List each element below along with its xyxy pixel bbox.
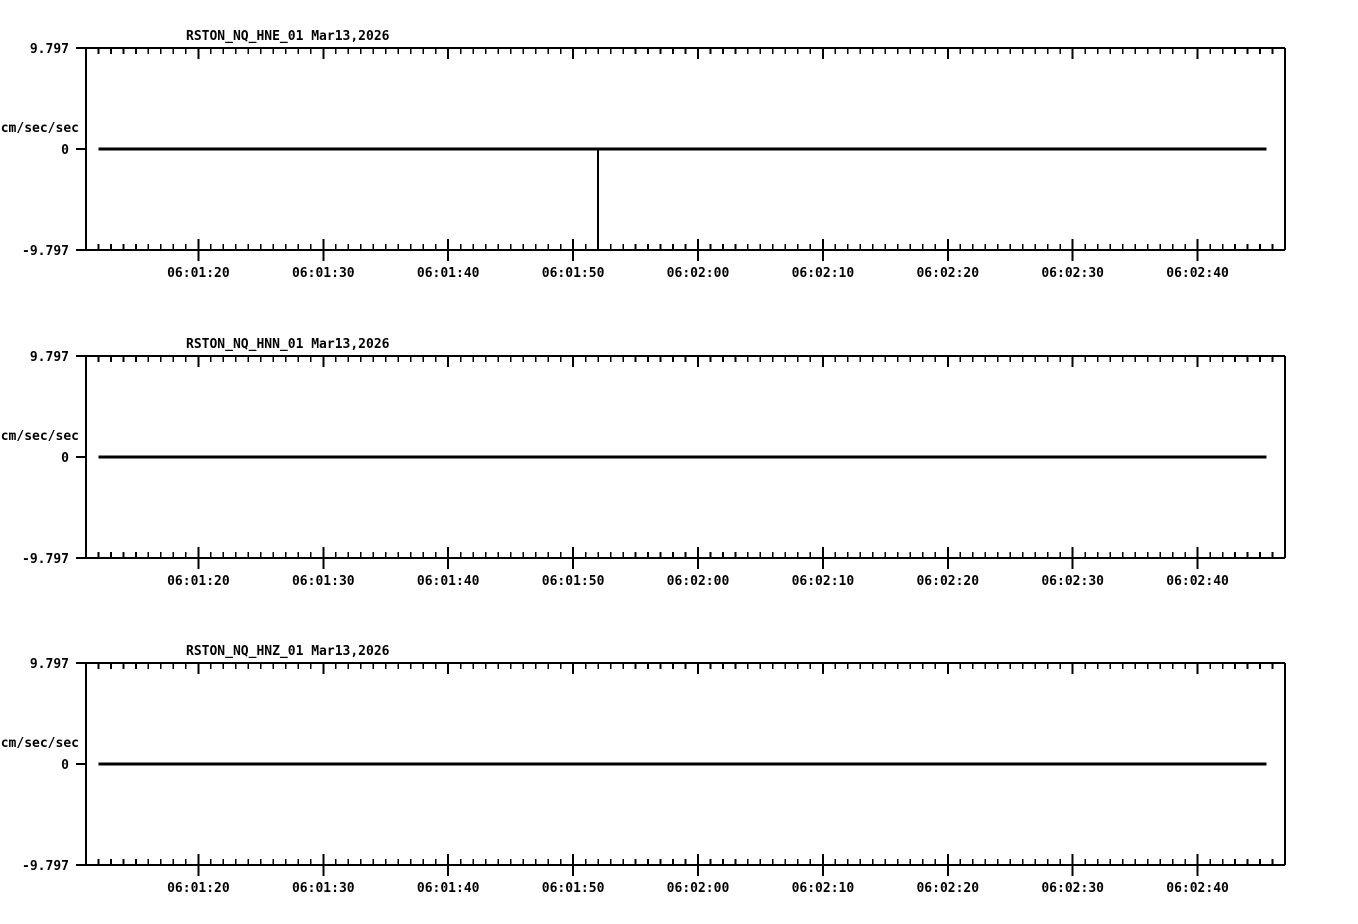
x-tick-label: 06:02:00 xyxy=(667,574,730,589)
y-tick-label: 0 xyxy=(61,758,69,773)
y-tick-label: -9.797 xyxy=(22,244,69,259)
y-axis-ticks xyxy=(76,47,86,251)
x-axis-ticks xyxy=(85,48,1286,261)
x-tick-label: 06:02:30 xyxy=(1041,574,1104,589)
y-axis-ticks xyxy=(76,662,86,866)
x-axis-tick-labels: 06:01:20 06:01:30 06:01:40 06:01:50 06:02:00… xyxy=(167,881,1229,896)
x-tick-label: 06:01:30 xyxy=(292,266,355,281)
x-tick-label: 06:01:20 xyxy=(167,266,230,281)
waveform-trace xyxy=(98,147,1267,250)
y-axis-tick-labels: 9.797 0 -9.797 xyxy=(22,350,69,567)
x-axis-ticks xyxy=(85,356,1286,569)
y-tick-label: -9.797 xyxy=(22,552,69,567)
y-tick-label: -9.797 xyxy=(22,859,69,874)
y-axis-unit-label: cm/sec/sec xyxy=(1,121,79,136)
x-axis-ticks xyxy=(85,663,1286,876)
y-axis-unit-label: cm/sec/sec xyxy=(1,429,79,444)
x-axis-tick-labels: 06:01:20 06:01:30 06:01:40 06:01:50 06:02:00… xyxy=(167,266,1229,281)
x-tick-label: 06:01:20 xyxy=(167,574,230,589)
y-tick-label: 0 xyxy=(61,143,69,158)
x-tick-label: 06:01:50 xyxy=(542,881,605,896)
x-tick-label: 06:01:50 xyxy=(542,266,605,281)
y-tick-label: 9.797 xyxy=(30,350,69,365)
panel-title: RSTON_NQ_HNZ_01 Mar13,2026 xyxy=(186,644,390,659)
panel-title: RSTON_NQ_HNE_01 Mar13,2026 xyxy=(186,29,390,44)
panel-title: RSTON_NQ_HNN_01 Mar13,2026 xyxy=(186,337,390,352)
trace-panel-hnz: 06:01:20 06:01:30 06:01:40 06:01:50 06:02:00… xyxy=(0,615,1358,915)
x-tick-label: 06:01:20 xyxy=(167,881,230,896)
x-tick-label: 06:01:40 xyxy=(417,574,480,589)
x-tick-label: 06:01:50 xyxy=(542,574,605,589)
x-tick-label: 06:02:40 xyxy=(1166,266,1229,281)
trace-panel-hnn: 06:01:20 06:01:30 06:01:40 06:01:50 06:02:00… xyxy=(0,308,1358,608)
y-axis-tick-labels: 9.797 0 -9.797 xyxy=(22,42,69,259)
x-tick-label: 06:02:20 xyxy=(916,881,979,896)
x-tick-label: 06:02:30 xyxy=(1041,881,1104,896)
x-tick-label: 06:02:10 xyxy=(792,881,855,896)
x-tick-label: 06:01:40 xyxy=(417,881,480,896)
x-tick-label: 06:02:00 xyxy=(667,266,730,281)
x-tick-label: 06:02:40 xyxy=(1166,881,1229,896)
x-axis-tick-labels: 06:01:20 06:01:30 06:01:40 06:01:50 06:02:00… xyxy=(167,574,1229,589)
y-axis-tick-labels: 9.797 0 -9.797 xyxy=(22,657,69,874)
x-tick-label: 06:02:10 xyxy=(792,574,855,589)
x-tick-label: 06:01:40 xyxy=(417,266,480,281)
trace-panel-hne: 06:01:20 06:01:30 06:01:40 06:01:50 06:02:00… xyxy=(0,0,1358,300)
y-tick-label: 0 xyxy=(61,451,69,466)
y-axis-unit-label: cm/sec/sec xyxy=(1,736,79,751)
x-tick-label: 06:02:20 xyxy=(916,266,979,281)
x-tick-label: 06:02:20 xyxy=(916,574,979,589)
x-tick-label: 06:01:30 xyxy=(292,881,355,896)
y-axis-ticks xyxy=(76,355,86,559)
x-tick-label: 06:02:10 xyxy=(792,266,855,281)
x-tick-label: 06:02:30 xyxy=(1041,266,1104,281)
x-tick-label: 06:02:00 xyxy=(667,881,730,896)
x-tick-label: 06:02:40 xyxy=(1166,574,1229,589)
y-tick-label: 9.797 xyxy=(30,42,69,57)
y-tick-label: 9.797 xyxy=(30,657,69,672)
x-tick-label: 06:01:30 xyxy=(292,574,355,589)
